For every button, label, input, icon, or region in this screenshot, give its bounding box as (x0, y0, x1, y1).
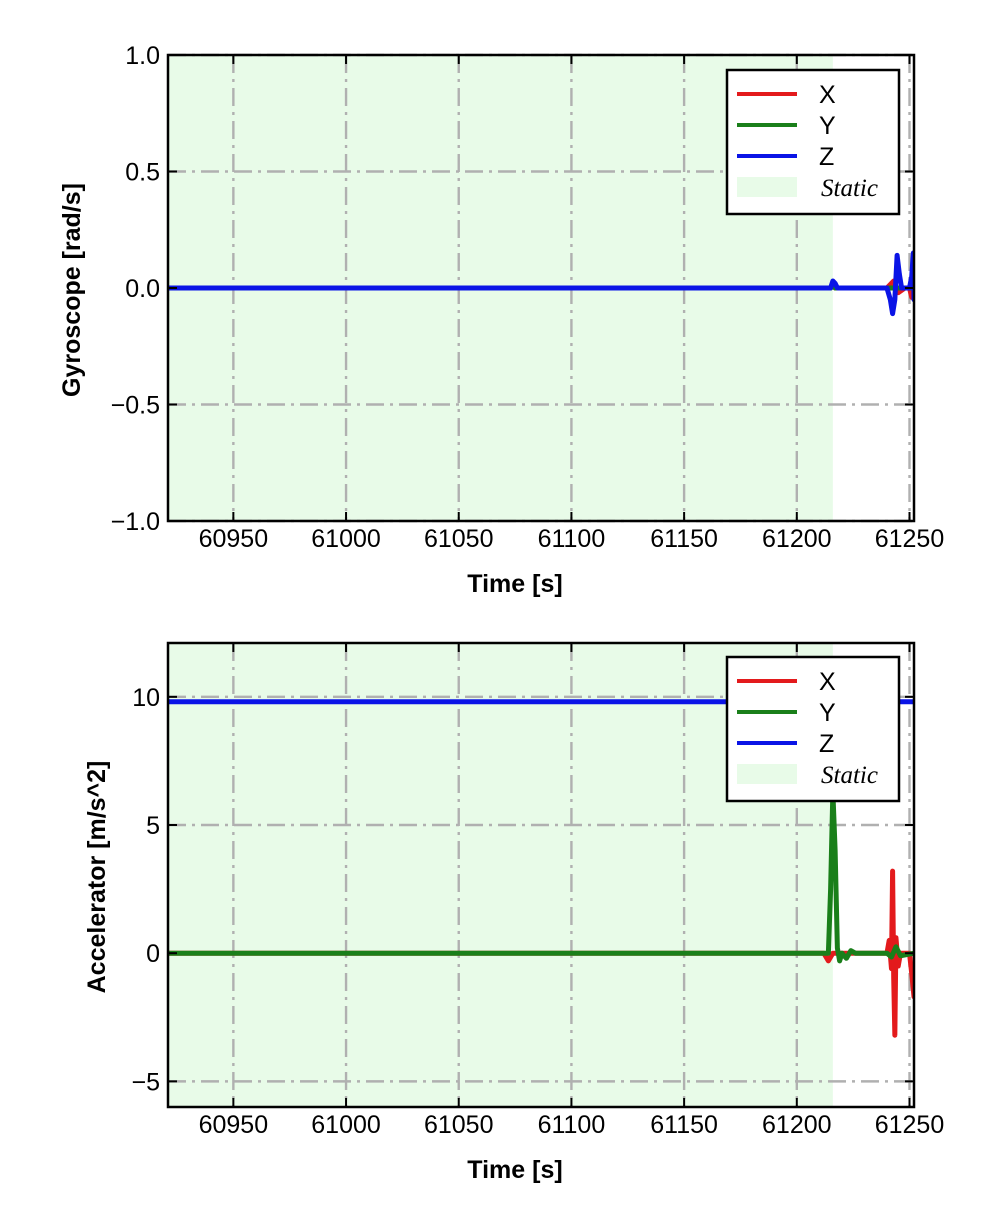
accel-xtick-label-61150: 61150 (650, 1111, 718, 1139)
accel-axes-frame (166, 641, 916, 1109)
accel-legend-swatch-static (737, 764, 797, 784)
gyro-xlabel: Time [s] (467, 570, 562, 598)
gyro-series-z (168, 250, 914, 317)
gyro-xtick-label-61050: 61050 (424, 525, 494, 553)
gyro-ylabel: Gyroscope [rad/s] (58, 183, 86, 397)
accel-static-region (168, 643, 833, 1107)
accel-xtick-label-61100: 61100 (538, 1111, 606, 1139)
gyro-legend-swatch-static (737, 177, 797, 197)
gyro-ytick-label-3: −0.5 (111, 392, 160, 420)
accel-legend-label-z: Z (819, 730, 834, 758)
gyro-series-group (168, 250, 914, 317)
gyro-xtick-label-61250: 61250 (875, 525, 945, 553)
accel-ytick-label-2: 0 (146, 940, 160, 968)
gyro-xtick-label-60950: 60950 (199, 525, 269, 553)
accel-xtick-label-61000: 61000 (311, 1111, 381, 1139)
accel-ytick-label-1: 5 (146, 812, 160, 840)
accel-ytick-label-3: −5 (131, 1068, 160, 1096)
gyro-ytick-label-4: −1.0 (111, 508, 160, 536)
accel-xtick-label-60950: 60950 (199, 1111, 269, 1139)
accel-legend: XYZ Static (725, 655, 901, 803)
accel-xtick-label-61200: 61200 (762, 1111, 832, 1139)
gyro-xtick-label-61100: 61100 (538, 525, 606, 553)
accel-xtick-label-61250: 61250 (875, 1111, 945, 1139)
accel-series-y (168, 789, 914, 964)
gyro-legend-label-y: Y (819, 112, 836, 140)
accelerator-panel: 60950 61000 61050 61100 61150 61200 61250 10 5 0 −… (83, 641, 945, 1184)
gyro-xtick-label-61150: 61150 (650, 525, 718, 553)
accel-ytick-label-0: 10 (132, 684, 160, 712)
gyro-xtick-label-61000: 61000 (311, 525, 381, 553)
accel-xtick-label-61050: 61050 (424, 1111, 494, 1139)
gyro-ytick-label-2: 0.0 (125, 275, 160, 303)
gyro-legend-label-x: X (819, 81, 836, 109)
gyro-legend-label-z: Z (819, 143, 834, 171)
gyro-legend-label-static: Static (821, 175, 878, 202)
gyroscope-panel: 60950 61000 61050 61100 61150 61200 61250 1.0 0.… (58, 42, 944, 598)
gyro-ytick-label-1: 0.5 (125, 159, 160, 187)
accel-ylabel: Accelerator [m/s^2] (83, 761, 111, 994)
accel-xlabel: Time [s] (467, 1156, 562, 1184)
accel-legend-label-x: X (819, 668, 836, 696)
accel-legend-label-y: Y (819, 699, 836, 727)
accel-legend-label-static: Static (821, 762, 878, 789)
gyro-ytick-label-0: 1.0 (125, 42, 160, 70)
gyro-legend: XYZ Static (725, 68, 901, 216)
gyro-xtick-label-61200: 61200 (762, 525, 832, 553)
